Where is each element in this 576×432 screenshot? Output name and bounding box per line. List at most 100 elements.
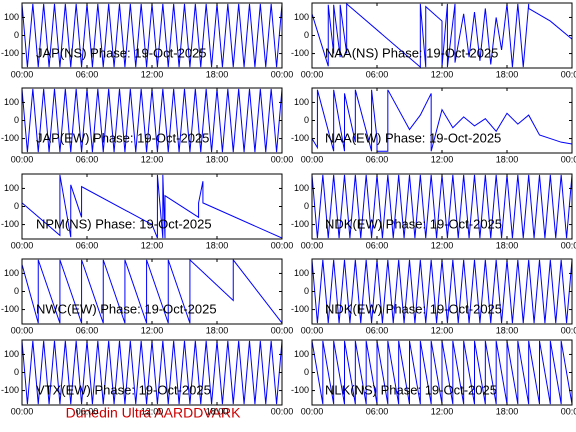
panel-title: NAA(EW) Phase: 19-Oct-2025 — [325, 130, 501, 145]
y-tick-label: -100 — [291, 219, 309, 229]
x-tick-label: 06:00 — [76, 406, 99, 416]
y-tick-label: 0 — [14, 115, 19, 125]
y-tick-label: 100 — [294, 97, 309, 107]
panel-title: VTX(EW) Phase: 19-Oct-2025 — [36, 382, 211, 397]
x-tick-label: 00:00 — [301, 406, 324, 416]
y-tick-label: 100 — [294, 183, 309, 193]
x-tick-label: 00:00 — [271, 406, 294, 416]
x-tick-label: 18:00 — [496, 154, 519, 164]
x-tick-label: 18:00 — [496, 240, 519, 250]
y-tick-label: -100 — [291, 385, 309, 395]
x-tick-label: 12:00 — [141, 406, 164, 416]
x-tick-label: 12:00 — [141, 240, 164, 250]
y-tick-label: -100 — [291, 48, 309, 58]
phase-line — [312, 3, 572, 68]
y-tick-label: 100 — [4, 268, 19, 278]
x-tick-label: 00:00 — [11, 406, 34, 416]
y-tick-label: 0 — [14, 367, 19, 377]
x-tick-label: 12:00 — [141, 325, 164, 335]
x-tick-label: 00:00 — [301, 240, 324, 250]
y-tick-label: 100 — [294, 268, 309, 278]
x-tick-label: 12:00 — [141, 154, 164, 164]
x-tick-label: 06:00 — [76, 240, 99, 250]
x-tick-label: 00:00 — [271, 325, 294, 335]
phase-line — [312, 340, 572, 405]
phase-line — [22, 174, 282, 239]
plot-area — [312, 89, 572, 152]
x-tick-label: 18:00 — [496, 406, 519, 416]
x-tick-label: 12:00 — [431, 406, 454, 416]
y-tick-label: 0 — [14, 30, 19, 40]
x-tick-label: 18:00 — [206, 406, 229, 416]
y-tick-label: 100 — [4, 97, 19, 107]
panel: 1000-10000:0006:0012:0018:0000:00NDK(EW)… — [291, 258, 576, 335]
panel: 1000-10000:0006:0012:0018:0000:00NAA(NS)… — [291, 2, 576, 79]
panel-title: NDK(EW) Phase: 19-Oct-2025 — [325, 301, 502, 316]
x-tick-label: 06:00 — [366, 240, 389, 250]
x-tick-label: 06:00 — [366, 154, 389, 164]
y-tick-label: 0 — [304, 30, 309, 40]
y-tick-label: 0 — [304, 286, 309, 296]
x-tick-label: 12:00 — [431, 154, 454, 164]
x-tick-label: 18:00 — [496, 325, 519, 335]
y-tick-label: -100 — [1, 219, 19, 229]
panel-title: JAP(EW) Phase: 19-Oct-2025 — [36, 130, 209, 145]
x-tick-label: 18:00 — [206, 240, 229, 250]
panel-title: JAP(NS) Phase: 19-Oct-2025 — [36, 45, 207, 60]
x-tick-label: 00:00 — [11, 325, 34, 335]
x-tick-label: 12:00 — [431, 69, 454, 79]
y-tick-label: -100 — [1, 48, 19, 58]
panel-title: NDK(EW) Phase: 19-Oct-2025 — [325, 216, 502, 231]
x-tick-label: 06:00 — [76, 325, 99, 335]
y-tick-label: -100 — [1, 133, 19, 143]
x-tick-label: 00:00 — [561, 325, 576, 335]
phase-line — [312, 89, 572, 152]
x-tick-label: 18:00 — [206, 325, 229, 335]
x-tick-label: 12:00 — [431, 240, 454, 250]
footer: Dunedin Ultra AARDDVARK — [66, 405, 241, 421]
y-tick-label: 100 — [294, 349, 309, 359]
x-tick-label: 00:00 — [561, 154, 576, 164]
plot-area — [312, 340, 572, 405]
x-tick-label: 06:00 — [76, 154, 99, 164]
x-tick-label: 18:00 — [496, 69, 519, 79]
panel-title: NLK(NS) Phase: 19-Oct-2025 — [325, 382, 497, 397]
y-tick-label: 100 — [294, 12, 309, 22]
x-tick-label: 06:00 — [366, 406, 389, 416]
y-tick-label: 100 — [4, 349, 19, 359]
x-tick-label: 06:00 — [366, 325, 389, 335]
y-tick-label: 0 — [304, 201, 309, 211]
x-tick-label: 00:00 — [561, 69, 576, 79]
y-tick-label: -100 — [291, 133, 309, 143]
x-tick-label: 06:00 — [366, 69, 389, 79]
x-tick-label: 00:00 — [301, 69, 324, 79]
x-tick-label: 00:00 — [11, 69, 34, 79]
x-tick-label: 00:00 — [561, 406, 576, 416]
x-tick-label: 00:00 — [301, 154, 324, 164]
x-tick-label: 12:00 — [431, 325, 454, 335]
panel-title: NPM(NS) Phase: 19-Oct-2025 — [36, 216, 212, 231]
plot-area — [312, 3, 572, 68]
x-tick-label: 18:00 — [206, 154, 229, 164]
x-tick-label: 00:00 — [271, 69, 294, 79]
x-tick-label: 00:00 — [301, 325, 324, 335]
plot-area — [22, 259, 282, 324]
y-tick-label: 0 — [14, 286, 19, 296]
x-tick-label: 18:00 — [206, 69, 229, 79]
x-tick-label: 00:00 — [271, 154, 294, 164]
panel-title: NAA(NS) Phase: 19-Oct-2025 — [325, 45, 498, 60]
y-tick-label: -100 — [1, 304, 19, 314]
x-tick-label: 00:00 — [271, 240, 294, 250]
x-tick-label: 00:00 — [561, 240, 576, 250]
y-tick-label: -100 — [291, 304, 309, 314]
phase-line — [22, 259, 282, 324]
y-tick-label: -100 — [1, 385, 19, 395]
x-tick-label: 00:00 — [11, 240, 34, 250]
